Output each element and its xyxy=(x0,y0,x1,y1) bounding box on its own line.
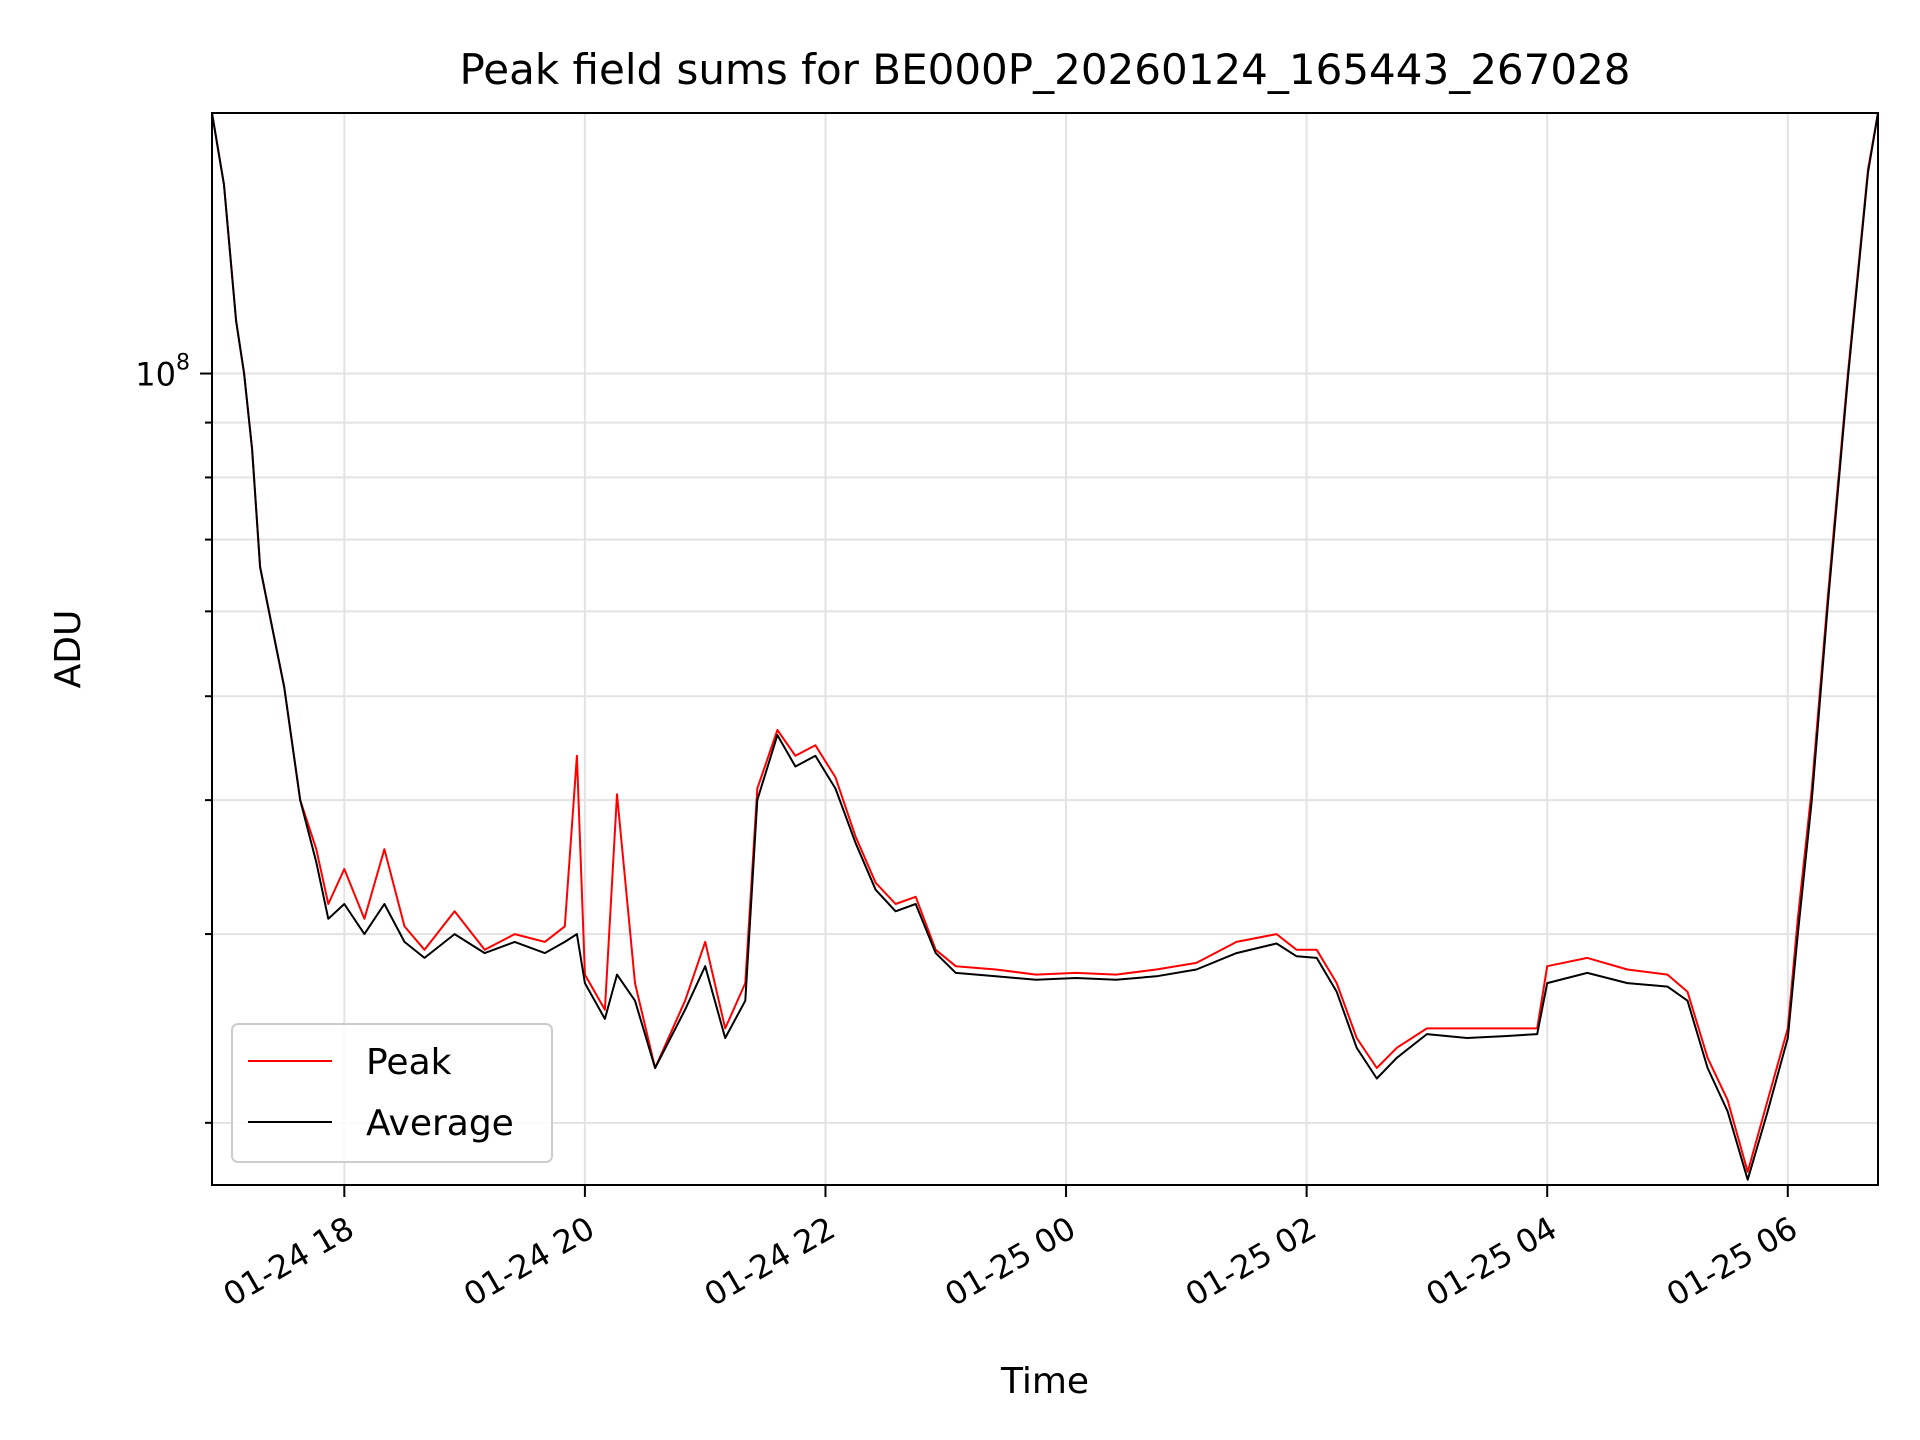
x-axis-label: Time xyxy=(1000,1361,1089,1402)
series-line-average xyxy=(212,113,1878,1181)
legend-label-peak: Peak xyxy=(366,1042,452,1083)
chart-title: Peak field sums for BE000P_20260124_1654… xyxy=(459,45,1630,94)
y-tick-label: 108 xyxy=(135,351,190,394)
plot-area-frame xyxy=(211,112,1879,1186)
y-axis-label: ADU xyxy=(48,610,89,689)
legend: Peak Average xyxy=(231,1023,553,1163)
legend-label-average: Average xyxy=(366,1103,514,1144)
series-line-peak xyxy=(212,113,1878,1173)
series-group xyxy=(212,113,1878,1181)
legend-box xyxy=(231,1023,553,1163)
